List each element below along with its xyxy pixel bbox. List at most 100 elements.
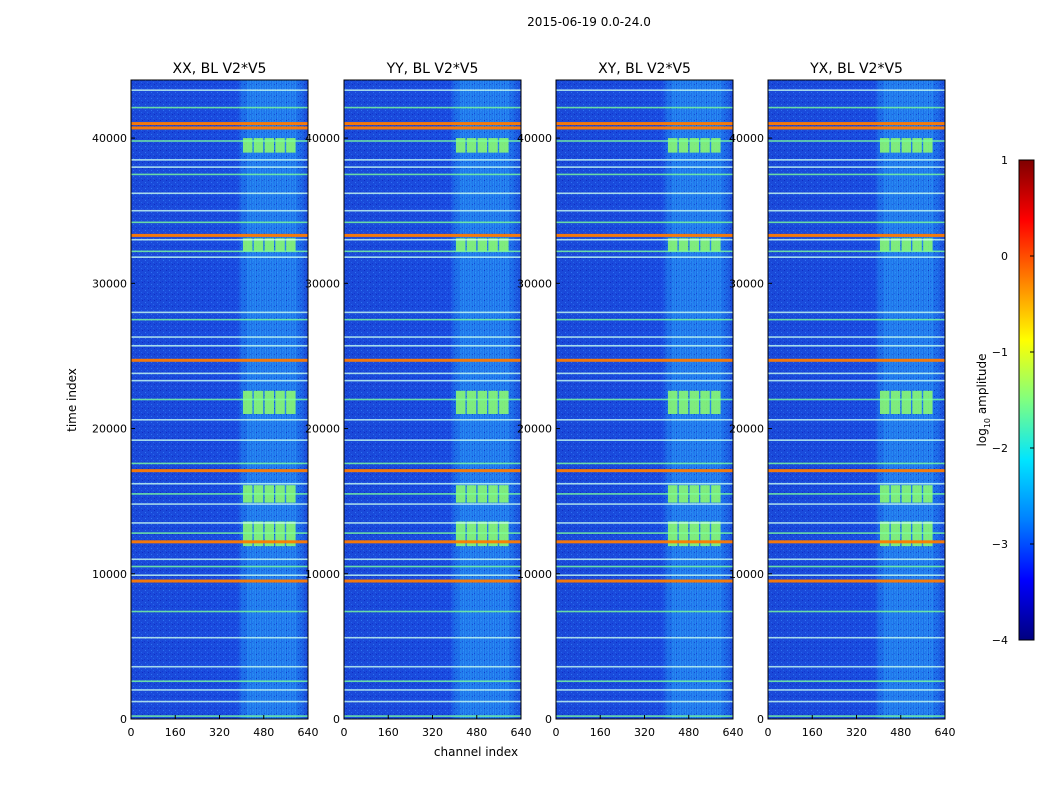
panel-title: YX, BL V2*V5 [809, 61, 903, 77]
rfi-line [344, 469, 521, 473]
rfi-line [768, 579, 945, 583]
rfi-block [264, 390, 274, 415]
rfi-line [344, 574, 521, 577]
rfi-block [880, 390, 890, 415]
rfi-line [556, 166, 733, 168]
rfi-block [499, 390, 509, 415]
rfi-line [556, 462, 733, 465]
rfi-line [768, 439, 945, 441]
rfi-line [768, 250, 945, 253]
rfi-line [344, 579, 521, 583]
rfi-block [689, 138, 699, 153]
rfi-block [477, 238, 487, 252]
rfi-line [768, 680, 945, 683]
panel-title: XY, BL V2*V5 [598, 61, 691, 77]
rfi-block [275, 138, 285, 153]
rfi-line [131, 558, 308, 561]
rfi-block [466, 390, 477, 415]
x-tick-label: 480 [678, 726, 699, 739]
rfi-line [768, 700, 945, 703]
rfi-line [131, 469, 308, 473]
rfi-block [901, 238, 911, 252]
rfi-line [556, 238, 733, 241]
rfi-line [131, 665, 308, 668]
rfi-line [556, 221, 733, 224]
rfi-line [768, 358, 945, 362]
rfi-line [131, 311, 308, 314]
rfi-line [344, 522, 521, 524]
rfi-line [344, 159, 521, 161]
rfi-line [344, 540, 521, 544]
rfi-block [499, 138, 509, 153]
rfi-line [556, 482, 733, 485]
rfi-line [768, 419, 945, 421]
rfi-line [344, 358, 521, 362]
rfi-line [344, 558, 521, 561]
x-tick-label: 640 [723, 726, 744, 739]
rfi-line [344, 192, 521, 195]
x-tick-label: 0 [765, 726, 772, 739]
rfi-line [556, 469, 733, 473]
rfi-block [880, 238, 890, 252]
rfi-block [912, 138, 922, 153]
y-tick-label: 30000 [517, 277, 552, 290]
rfi-line [556, 209, 733, 212]
rfi-block [488, 238, 498, 252]
rfi-line [768, 106, 945, 109]
rfi-line [556, 106, 733, 109]
rfi-line [344, 700, 521, 703]
rfi-block [700, 390, 710, 415]
rfi-line [556, 159, 733, 161]
rfi-line [131, 503, 308, 505]
rfi-line [768, 540, 945, 544]
colorbar-gradient [1018, 159, 1035, 641]
rfi-line [131, 700, 308, 703]
rfi-block [243, 390, 253, 415]
rfi-line [768, 166, 945, 168]
rfi-line [768, 462, 945, 465]
rfi-line [556, 689, 733, 691]
colorbar-tick-label: −4 [992, 634, 1008, 647]
rfi-line [344, 250, 521, 253]
rfi-line [131, 221, 308, 224]
rfi-block [711, 138, 721, 153]
rfi-line [344, 311, 521, 314]
rfi-line [344, 140, 521, 142]
rfi-line [556, 358, 733, 362]
y-tick-label: 0 [333, 713, 340, 726]
heatmap-panel: YY, BL V2*V5 0 160 320 480 640 0 10000 20000 3000… [305, 61, 532, 739]
x-tick-label: 160 [165, 726, 186, 739]
x-tick-label: 320 [209, 726, 230, 739]
rfi-block [689, 238, 699, 252]
colorbar-tick-label: −1 [992, 346, 1008, 359]
rfi-line [344, 532, 521, 534]
rfi-line [131, 233, 308, 237]
rfi-line [131, 140, 308, 142]
rfi-line [131, 532, 308, 534]
rfi-line [556, 192, 733, 195]
x-tick-label: 0 [128, 726, 135, 739]
x-tick-label: 640 [935, 726, 956, 739]
rfi-line [556, 558, 733, 561]
panels: XX, BL V2*V5 0 160 320 480 640 0 10000 20000 3000… [92, 61, 956, 739]
rfi-block [668, 390, 678, 415]
rfi-line [344, 372, 521, 375]
rfi-line [131, 89, 308, 91]
rfi-line [768, 336, 945, 338]
rfi-line [556, 610, 733, 613]
rfi-line [768, 482, 945, 485]
rfi-line [768, 344, 945, 347]
rfi-line [768, 493, 945, 495]
rfi-line [131, 522, 308, 524]
y-tick-label: 40000 [92, 132, 127, 145]
rfi-block [286, 238, 296, 252]
rfi-line [768, 503, 945, 505]
rfi-line [344, 610, 521, 613]
rfi-line [131, 482, 308, 485]
rfi-line [768, 89, 945, 91]
rfi-line [131, 372, 308, 375]
rfi-block [678, 390, 689, 415]
rfi-block [488, 390, 498, 415]
rfi-line [768, 558, 945, 561]
rfi-line [131, 680, 308, 683]
